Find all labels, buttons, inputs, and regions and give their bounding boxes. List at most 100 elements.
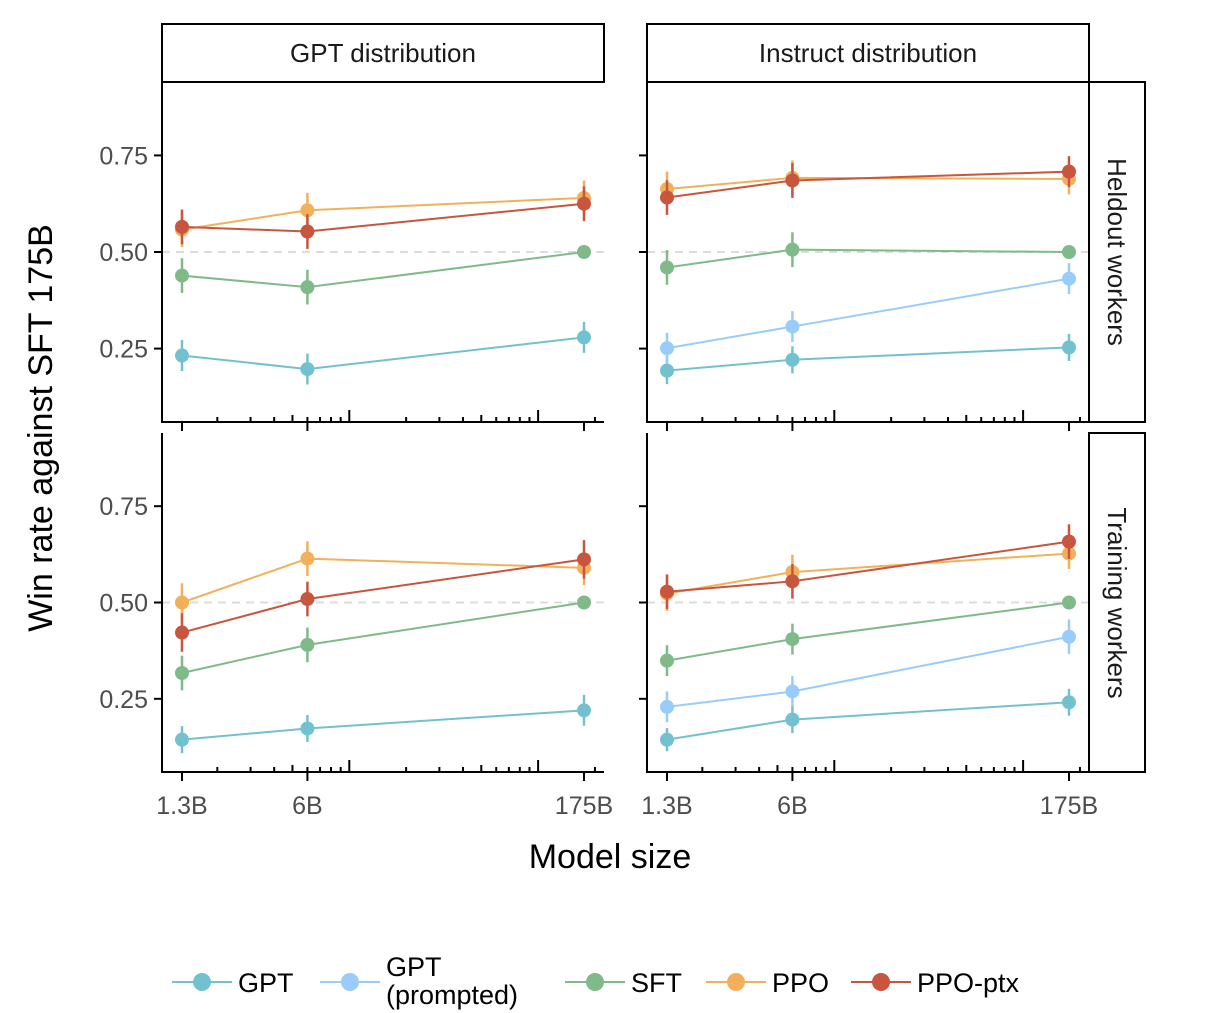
legend-item-sft: SFT (565, 968, 682, 998)
series-line (181, 601, 585, 674)
series-line (181, 251, 585, 289)
series-gpt (175, 321, 591, 385)
series-line (181, 336, 585, 371)
series-line (666, 635, 1070, 708)
x-tick-label: 175B (1040, 792, 1098, 820)
data-point (175, 625, 189, 640)
y-tick-label: 0.25 (99, 686, 148, 714)
series-gpt (660, 333, 1076, 385)
data-point (1062, 629, 1076, 644)
series-sft (660, 232, 1076, 285)
data-point (577, 552, 591, 567)
legend-item-ppo: PPO (706, 968, 829, 998)
series-ppo-ptx (175, 540, 591, 652)
y-tick-label: 0.25 (99, 336, 148, 364)
data-point (785, 352, 800, 367)
series-line (666, 277, 1070, 350)
series-sft (175, 595, 591, 691)
data-point (1062, 340, 1076, 355)
data-point (300, 280, 315, 295)
data-point (300, 203, 315, 218)
data-point (175, 665, 189, 680)
series-gpt-prompted (660, 619, 1076, 723)
series-line (181, 557, 585, 604)
y-tick-label: 0.75 (99, 493, 148, 521)
y-axis-title: Win rate against SFT 175B (22, 224, 60, 632)
data-point (660, 341, 674, 356)
series-line (666, 701, 1070, 741)
series-sft (175, 245, 591, 305)
data-point (785, 712, 800, 727)
data-point (785, 574, 800, 589)
data-point (577, 703, 591, 718)
panel-training-workers-instruct-distribution: 1.3B 6B 175B (639, 433, 1098, 820)
data-point (300, 637, 315, 652)
legend-key-marker (193, 973, 211, 991)
y-tick-label: 0.75 (99, 142, 148, 170)
series-line (666, 346, 1070, 372)
strip-col-gpt-distribution: GPT distribution (161, 23, 605, 83)
panels-layer: 0.25 0.50 0.75 0.25 0.50 0.75 1.3B 6B 175B 1.3B 6B… (99, 82, 1098, 820)
data-point (300, 721, 315, 736)
strip-label: Instruct distribution (759, 38, 977, 68)
data-point (1062, 164, 1076, 179)
x-axis-title: Model size (529, 838, 692, 876)
series-line (666, 601, 1070, 662)
data-point (660, 584, 674, 599)
y-tick-label: 0.50 (99, 239, 148, 267)
data-point (1062, 271, 1076, 286)
legend-item-ppo-ptx: PPO-ptx (851, 968, 1020, 998)
series-ppo-ptx (175, 186, 591, 249)
panel-heldout-workers-gpt-distribution: 0.25 0.50 0.75 (99, 82, 604, 431)
legend-label: GPT (386, 952, 442, 982)
legend-key-marker (727, 973, 745, 991)
data-point (1062, 595, 1076, 610)
strip-label: Heldout workers (1102, 158, 1132, 346)
legend-label: (prompted) (386, 980, 518, 1010)
series-ppo-ptx (660, 524, 1076, 610)
panel-heldout-workers-instruct-distribution (639, 82, 1090, 431)
y-tick-label: 0.50 (99, 590, 148, 618)
data-point (660, 260, 674, 275)
data-point (577, 330, 591, 345)
data-point (660, 190, 674, 205)
x-tick-label: 6B (777, 792, 808, 820)
data-point (300, 362, 315, 377)
data-point (300, 551, 315, 566)
data-point (660, 699, 674, 714)
data-point (577, 245, 591, 259)
data-point (660, 363, 674, 378)
legend-key-marker (872, 973, 890, 991)
strip-row-heldout-workers: Heldout workers (1088, 81, 1146, 423)
data-point (175, 268, 189, 283)
series-gpt (660, 688, 1076, 752)
x-tick-label: 175B (555, 792, 613, 820)
legend-label: PPO-ptx (917, 968, 1020, 998)
x-tick-label: 6B (292, 792, 323, 820)
data-point (300, 224, 315, 239)
legend-key-marker (586, 973, 604, 991)
legend-item-gpt-prompted: GPT(prompted) (320, 952, 518, 1010)
strip-row-training-workers: Training workers (1088, 432, 1146, 773)
data-point (1062, 534, 1076, 549)
data-point (175, 348, 189, 363)
strip-label: Training workers (1102, 507, 1132, 698)
data-point (785, 319, 800, 334)
x-tick-label: 1.3B (641, 792, 692, 820)
legend-item-gpt: GPT (172, 968, 294, 998)
data-point (1062, 695, 1076, 710)
data-point (1062, 245, 1076, 259)
data-point (175, 595, 189, 610)
data-point (300, 592, 315, 607)
data-point (785, 242, 800, 257)
data-point (785, 173, 800, 188)
legend-label: SFT (631, 968, 682, 998)
data-point (785, 684, 800, 699)
panel-training-workers-gpt-distribution: 0.25 0.50 0.75 1.3B 6B 175B (99, 433, 613, 820)
data-point (175, 219, 189, 234)
data-point (577, 196, 591, 211)
strip-col-instruct-distribution: Instruct distribution (646, 23, 1090, 83)
series-sft (660, 595, 1076, 677)
